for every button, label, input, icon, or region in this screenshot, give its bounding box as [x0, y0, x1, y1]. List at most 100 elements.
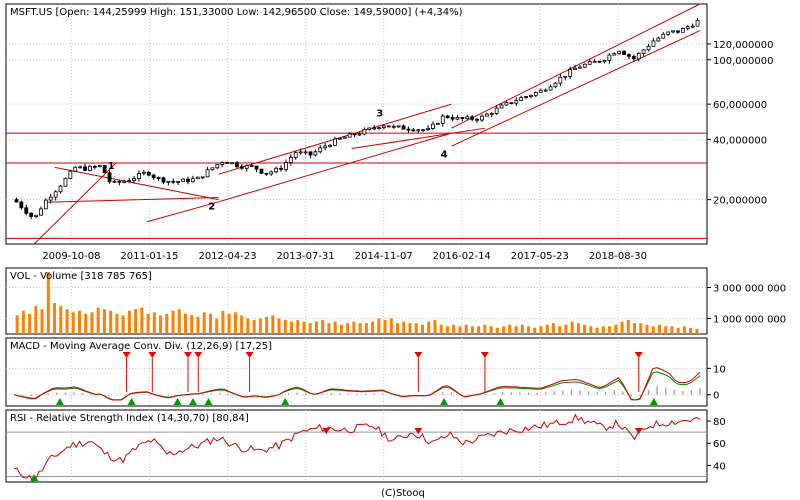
- candle-body: [529, 94, 533, 97]
- volume-bar: [439, 324, 443, 334]
- x-tick-label: 2016-02-14: [433, 251, 491, 262]
- volume-bar: [601, 326, 605, 334]
- trendline: [44, 196, 219, 203]
- volume-bar: [346, 323, 350, 334]
- candle-body: [641, 49, 646, 54]
- candle-body: [328, 144, 332, 147]
- pattern-annotation: 2: [208, 202, 215, 213]
- volume-bar: [614, 324, 618, 334]
- volume-bar: [333, 321, 337, 334]
- volume-bar: [420, 324, 424, 334]
- candle-body: [470, 116, 475, 120]
- candle-body: [259, 168, 264, 174]
- volume-bar: [408, 323, 412, 334]
- volume-bar: [90, 312, 94, 334]
- candle-body: [362, 129, 367, 135]
- candle-body: [195, 176, 200, 180]
- macd-sell-signal: [183, 352, 192, 358]
- candle-body: [88, 165, 92, 171]
- candle-body: [411, 129, 416, 132]
- price-tick-label: 120,000000: [713, 40, 773, 51]
- candle-body: [308, 151, 313, 156]
- volume-bar: [645, 324, 649, 334]
- volume-bar: [152, 312, 156, 334]
- pattern-annotation: 4: [441, 149, 448, 160]
- candle-body: [58, 185, 63, 193]
- volume-bar: [558, 326, 562, 334]
- volume-bar: [46, 272, 50, 334]
- candle-body: [357, 133, 362, 136]
- candle-body: [582, 63, 587, 68]
- candle-body: [421, 129, 426, 132]
- candle-body: [401, 125, 406, 130]
- candle-body: [636, 53, 641, 60]
- macd-tick-label: 0: [713, 391, 719, 402]
- pattern-annotation: 3: [376, 109, 383, 120]
- volume-bar: [464, 324, 468, 334]
- volume-bar: [657, 324, 661, 334]
- volume-bar: [277, 318, 281, 334]
- volume-bar: [314, 321, 318, 334]
- candle-body: [264, 172, 269, 175]
- candle-body: [117, 180, 122, 183]
- candle-body: [661, 33, 666, 39]
- macd-sell-signal: [245, 352, 254, 358]
- volume-bar: [445, 326, 449, 334]
- volume-bar: [296, 320, 300, 334]
- candle-body: [43, 199, 48, 210]
- candle-body: [137, 172, 141, 179]
- volume-bar: [28, 313, 32, 334]
- candle-body: [602, 60, 607, 63]
- candle-body: [288, 157, 293, 163]
- volume-bar: [15, 315, 19, 334]
- candle-body: [480, 115, 484, 121]
- candle-body: [352, 133, 357, 136]
- candle-body: [210, 167, 215, 171]
- volume-bar: [184, 313, 187, 334]
- volume-bar: [364, 323, 368, 334]
- candle-body: [205, 169, 210, 178]
- volume-bar: [84, 313, 88, 334]
- volume-bar: [102, 309, 106, 334]
- volume-bar: [689, 327, 693, 334]
- candle-body: [146, 171, 151, 176]
- candle-body: [455, 117, 460, 120]
- candle-body: [151, 174, 156, 178]
- volume-bar: [134, 309, 138, 334]
- volume-bar: [514, 326, 518, 334]
- price-tick-label: 100,000000: [713, 56, 773, 67]
- volume-bar: [495, 327, 499, 334]
- rsi-sell-signal: [414, 428, 423, 434]
- candle-body: [489, 113, 494, 115]
- volume-bar: [71, 312, 75, 334]
- volume-bar: [676, 327, 680, 334]
- candle-body: [235, 162, 239, 168]
- candle-body: [685, 26, 690, 29]
- macd-sell-signal: [148, 352, 157, 358]
- volume-bar: [502, 326, 506, 334]
- macd-line: [13, 367, 701, 401]
- volume-bar: [127, 310, 131, 334]
- rsi-tick-label: 80: [713, 417, 726, 428]
- trendline: [218, 132, 452, 203]
- candle-body: [460, 117, 465, 120]
- volume-bar: [233, 312, 237, 334]
- candle-body: [347, 133, 352, 138]
- volume-bar: [171, 310, 175, 334]
- volume-bar: [620, 321, 624, 334]
- volume-bar: [221, 310, 225, 334]
- volume-bar: [190, 315, 194, 334]
- candle-body: [578, 66, 582, 69]
- volume-bar: [77, 310, 81, 334]
- price-tick-label: 60,000000: [713, 100, 767, 111]
- candle-body: [558, 76, 563, 84]
- pattern-annotation: 1: [108, 161, 115, 172]
- rsi-tick-label: 60: [713, 439, 726, 450]
- candle-body: [631, 55, 636, 60]
- candle-body: [225, 161, 230, 164]
- candle-body: [519, 97, 524, 101]
- candle-body: [249, 165, 254, 167]
- candle-body: [14, 199, 19, 203]
- candle-body: [254, 165, 259, 170]
- trendline: [451, 3, 701, 129]
